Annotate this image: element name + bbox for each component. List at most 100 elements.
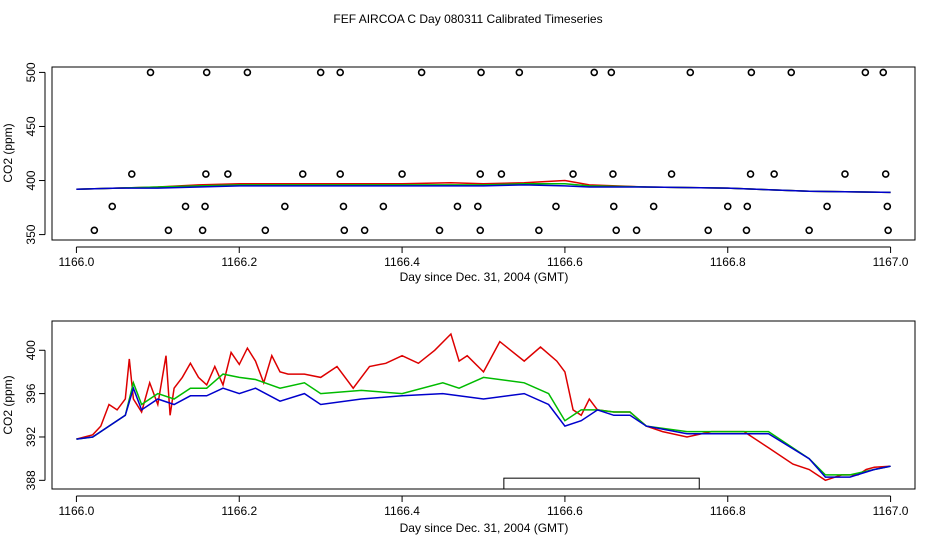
x-tick-label: 1167.0	[873, 255, 909, 269]
calibration-point	[298, 170, 307, 178]
calibration-point	[202, 170, 210, 178]
y-tick-label: 396	[24, 383, 38, 403]
calibration-point	[883, 202, 892, 211]
calibration-point	[609, 170, 617, 178]
top-series-group	[76, 179, 891, 194]
calibration-point	[704, 226, 713, 235]
y-tick-label: 400	[24, 340, 38, 360]
bottom-annotation	[503, 477, 700, 490]
calibration-point	[552, 202, 560, 211]
calibration-point	[476, 170, 485, 178]
calibration-point	[535, 226, 543, 235]
calibration-point	[823, 202, 831, 211]
calibration-point	[360, 226, 369, 235]
top-plot-frame	[51, 66, 916, 241]
time-range-box	[503, 477, 700, 490]
calibration-point	[398, 170, 406, 178]
calibration-point	[201, 202, 209, 211]
x-tick-label: 1167.0	[873, 504, 909, 518]
calibration-point	[805, 226, 813, 235]
calibration-point	[723, 202, 732, 211]
calibration-point	[497, 170, 506, 178]
calibration-point	[453, 202, 462, 211]
calibration-point	[590, 68, 599, 77]
x-tick-label: 1166.6	[547, 504, 583, 518]
x-tick-label: 1166.4	[384, 255, 420, 269]
bottom-x-axis-label: Day since Dec. 31, 2004 (GMT)	[400, 521, 569, 535]
calibration-point	[108, 202, 117, 211]
y-tick-label: 392	[24, 427, 38, 447]
calibration-point	[198, 226, 207, 235]
calibration-point	[747, 68, 756, 77]
calibration-point	[339, 202, 348, 211]
calibration-point	[515, 68, 524, 77]
y-tick-label: 500	[24, 62, 38, 82]
bottom-x-axis: 1166.0 1166.2 1166.4 1166.6 1166.8 1167.0	[59, 495, 909, 518]
calibration-point	[224, 170, 232, 178]
figure-title: FEF AIRCOA C Day 080311 Calibrated Times…	[333, 12, 602, 26]
calibration-point	[743, 202, 752, 211]
calibration-point	[841, 170, 849, 178]
calibration-point	[336, 170, 345, 178]
x-tick-label: 1166.2	[221, 255, 257, 269]
calibration-point	[477, 68, 485, 77]
calibration-point	[417, 68, 426, 77]
y-tick-label: 400	[24, 170, 38, 190]
calibration-point	[742, 226, 751, 235]
calibration-point	[879, 68, 888, 77]
calibration-point	[164, 226, 173, 235]
bottom-y-axis: 388 392 396 400	[24, 340, 46, 490]
calibration-point	[476, 226, 485, 235]
calibration-point	[146, 68, 155, 77]
top-panel: 1166.0 1166.2 1166.4 1166.6 1166.8 1167.0 350…	[1, 62, 916, 284]
calibration-point	[787, 68, 796, 77]
top-x-axis-label: Day since Dec. 31, 2004 (GMT)	[400, 270, 569, 284]
x-tick-label: 1166.0	[59, 255, 95, 269]
bottom-series-group	[76, 332, 891, 482]
calibration-point	[435, 226, 444, 235]
calibration-point	[281, 202, 289, 211]
top-y-axis-label: CO2 (ppm)	[1, 123, 15, 182]
bottom-plot-frame	[51, 320, 916, 490]
calibration-point	[181, 202, 190, 211]
calibration-point	[379, 202, 388, 211]
calibration-point	[340, 226, 349, 235]
calibration-point	[202, 68, 211, 77]
x-tick-label: 1166.8	[710, 255, 746, 269]
top-y-axis: 350 400 450 500	[24, 62, 46, 245]
series-line-blue	[76, 385, 891, 478]
x-tick-label: 1166.8	[710, 504, 746, 518]
calibration-point	[861, 68, 870, 77]
calibration-point	[632, 226, 641, 235]
x-tick-label: 1166.4	[384, 504, 420, 518]
top-calibration-points	[90, 68, 892, 235]
calibration-point	[649, 202, 658, 211]
calibration-point	[316, 68, 325, 77]
y-tick-label: 450	[24, 116, 38, 136]
bottom-panel: 1166.0 1166.2 1166.4 1166.6 1166.8 1167.0 388…	[1, 320, 916, 535]
calibration-point	[609, 202, 618, 211]
series-line-blue	[76, 184, 891, 194]
calibration-point	[261, 226, 270, 235]
calibration-point	[746, 170, 755, 178]
calibration-point	[90, 226, 99, 235]
y-tick-label: 350	[24, 224, 38, 244]
calibration-point	[881, 170, 890, 178]
calibration-point	[612, 226, 621, 235]
bottom-y-axis-label: CO2 (ppm)	[1, 375, 15, 434]
x-tick-label: 1166.6	[547, 255, 583, 269]
calibration-point	[667, 170, 676, 178]
calibration-point	[474, 202, 482, 211]
calibration-point	[770, 170, 778, 178]
calibration-point	[884, 226, 892, 235]
calibration-point	[336, 68, 345, 77]
top-x-axis: 1166.0 1166.2 1166.4 1166.6 1166.8 1167.0	[59, 246, 909, 269]
calibration-point	[127, 170, 136, 178]
x-tick-label: 1166.0	[59, 504, 95, 518]
calibration-point	[686, 68, 695, 77]
calibration-point	[243, 68, 252, 77]
calibration-point	[607, 68, 616, 77]
y-tick-label: 388	[24, 470, 38, 490]
series-line-green	[76, 373, 891, 476]
